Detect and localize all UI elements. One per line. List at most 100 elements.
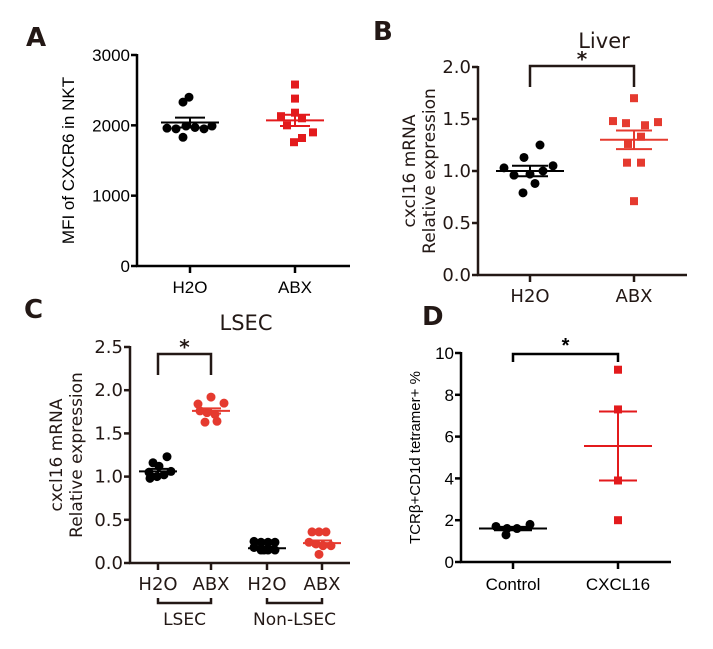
panel-d-data-point (491, 521, 501, 531)
panel-b-data-point (518, 188, 528, 198)
panel-b-data-point (623, 158, 631, 167)
panel-c-data-point (270, 545, 280, 555)
panel-d-y-tick-label: 2 (445, 511, 454, 530)
panel-b-y-axis-label: cxcl16 mRNA (400, 114, 420, 227)
panel-b: B Liver 0.0 0.5 1.0 1.5 2.0 H2O ABX cxcl16 mRNA… (373, 17, 687, 307)
panel-c-y-tick-label: 0.5 (94, 510, 123, 531)
panel-b-y-tick-label: 0.0 (442, 265, 471, 286)
panel-a-x-tick-label: ABX (278, 278, 312, 297)
panel-d: D 0 2 4 6 8 10 Control CXCL16 TCRβ+CD1d tetramer… (407, 302, 671, 594)
panel-a-axes: 0 1000 2000 3000 H2O ABX MFI of CXCR6 in NKT (59, 46, 350, 297)
panel-b-data-point (538, 166, 548, 176)
panel-d-data-point (512, 524, 522, 534)
panel-c-data-point (219, 398, 229, 408)
panel-a-data-point (199, 124, 209, 134)
panel-b-data-point (637, 158, 645, 167)
panel-a-data-point (277, 112, 285, 121)
panel-b-x-tick-label: ABX (616, 286, 653, 307)
panel-c-y-axis-label: cxcl16 mRNA (47, 398, 67, 511)
panel-c-data-point (326, 541, 336, 551)
panel-c-data-point (193, 399, 203, 409)
panel-a-y-tick-label: 0 (121, 257, 130, 276)
panel-a-data-point (171, 124, 181, 134)
panel-b-title: Liver (578, 29, 630, 53)
panel-a-data-point (181, 121, 191, 131)
panel-c-data-point (154, 461, 164, 471)
panel-c-data-point (162, 452, 172, 462)
panel-a-data-point (178, 132, 188, 142)
panel-c-data-point (270, 537, 280, 547)
panel-d-y-tick-label: 0 (445, 553, 454, 572)
panel-c-group-bracket (156, 598, 213, 605)
panel-c-data-point (321, 527, 331, 537)
panel-c-data-point (318, 541, 328, 551)
panel-c-data-point (314, 549, 324, 559)
panel-c-data-point (311, 539, 321, 549)
panel-b-data-point (630, 197, 638, 206)
panel-a-data-point (291, 94, 299, 103)
panel-b-data-point (519, 152, 529, 162)
panel-b-data-point (609, 117, 617, 126)
panel-c-data-point (159, 470, 169, 480)
panel-a-data-point (298, 133, 306, 142)
panel-b-data-point (525, 169, 535, 179)
panel-c-letter: C (24, 295, 43, 325)
panel-b-x-tick-label: H2O (510, 286, 549, 307)
panel-c-data-point (314, 527, 324, 537)
panel-a-data-point (207, 121, 217, 131)
panel-b-y-tick-label: 1.5 (442, 109, 471, 130)
panel-d-y-tick-label: 4 (445, 469, 454, 488)
panel-c-data-point (202, 408, 212, 418)
panel-b-data-point (630, 94, 638, 103)
panel-a-data-point (309, 128, 317, 137)
panel-a-data-point (290, 138, 298, 147)
panel-b-significance-star: * (577, 47, 588, 71)
panel-c-axes: 0.0 0.5 1.0 1.5 2.0 2.5 H2O ABX H2O ABX cxcl16 mRN… (47, 335, 350, 630)
panel-b-data-point (530, 178, 540, 188)
panel-b-y-tick-label: 0.5 (442, 213, 471, 234)
panel-a-data-point (184, 92, 194, 102)
panel-c-x-tick-label: H2O (138, 574, 177, 595)
panel-c-title: LSEC (220, 311, 273, 335)
panel-b-letter: B (373, 17, 393, 47)
panel-a-y-axis-label: MFI of CXCR6 in NKT (59, 77, 78, 244)
panel-c-significance-star: * (179, 335, 190, 359)
panel-c-y-tick-label: 2.5 (94, 337, 123, 358)
panel-d-data-point (525, 519, 535, 529)
panel-b-data-point (637, 132, 645, 141)
panel-a-letter: A (26, 23, 46, 53)
panel-c-data-point (259, 545, 269, 555)
panel-d-x-tick-label: CXCL16 (586, 575, 650, 594)
panel-d-axes: 0 2 4 6 8 10 Control CXCL16 TCRβ+CD1d tetramer+ … (407, 335, 671, 594)
panel-a-y-tick-label: 3000 (92, 46, 130, 65)
panel-c-data-point (210, 409, 220, 419)
panel-b-data-point (535, 140, 545, 150)
panel-d-y-tick-label: 10 (435, 344, 454, 363)
panel-a-data-point (283, 121, 291, 130)
panel-c-x-tick-label: H2O (247, 574, 286, 595)
panel-c-data-point (200, 417, 210, 427)
panel-c-data-point (195, 406, 205, 416)
panel-b-data-point (624, 139, 632, 148)
panel-b-y-tick-label: 2.0 (442, 57, 471, 78)
panel-d-significance-star: * (562, 335, 570, 357)
panel-c-data-point (263, 537, 273, 547)
panel-b-y-axis-label: Relative expression (420, 88, 440, 254)
panel-c-significance-bracket (156, 352, 213, 375)
panel-d-marks (479, 365, 652, 540)
panel-c-group-label: LSEC (163, 610, 206, 630)
panel-c-y-tick-label: 2.0 (94, 380, 123, 401)
panel-a-y-tick-label: 2000 (92, 116, 130, 135)
panel-d-data-point (614, 365, 622, 374)
panel-a-data-point (298, 114, 306, 123)
panel-b-data-point (548, 161, 558, 171)
panel-c-x-tick-label: ABX (193, 574, 230, 595)
panel-c-data-point (166, 466, 176, 476)
panel-d-data-point (501, 530, 511, 540)
panel-c-group-label: Non-LSEC (253, 610, 336, 630)
panel-c: C LSEC 0.0 0.5 1.0 1.5 2.0 2.5 H2O ABX H2O ABX cxc… (24, 295, 350, 630)
panel-a-data-point (291, 108, 299, 117)
panel-c-data-point (212, 416, 222, 426)
panel-c-y-axis-label: Relative expression (67, 372, 87, 538)
